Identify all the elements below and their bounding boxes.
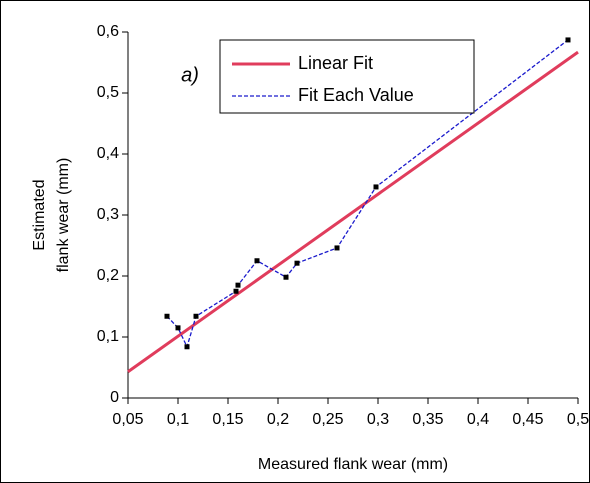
y-tick-label: 0,2 <box>97 267 119 284</box>
point <box>184 344 190 350</box>
point <box>235 282 241 288</box>
point <box>233 288 239 294</box>
point <box>334 245 340 251</box>
point <box>373 184 379 190</box>
y-tick-label: 0,5 <box>97 84 119 101</box>
series-line <box>166 39 569 349</box>
y-tick-label: 0,3 <box>97 206 119 223</box>
y-tick-label: 0,1 <box>97 328 119 345</box>
y-tick-label: 0 <box>110 389 119 406</box>
y-axis-label: Estimated <box>31 179 48 250</box>
y-tick-label: 0,4 <box>97 145 119 162</box>
x-axis-label: Measured flank wear (mm) <box>258 456 448 473</box>
legend-label: Fit Each Value <box>298 85 414 105</box>
x-tick-label: 0,05 <box>112 411 143 428</box>
legend-label: Linear Fit <box>298 53 373 73</box>
y-tick-label: 0,6 <box>97 23 119 40</box>
x-tick-label: 0,15 <box>212 411 243 428</box>
y-axis-label: flank wear (mm) <box>55 158 72 273</box>
point <box>193 313 199 319</box>
x-tick-label: 0,4 <box>467 411 489 428</box>
x-tick-label: 0,3 <box>367 411 389 428</box>
point <box>164 313 170 319</box>
point <box>283 274 289 280</box>
annotation: a) <box>181 64 199 86</box>
x-tick-label: 0,35 <box>412 411 443 428</box>
point <box>175 325 181 331</box>
x-tick-label: 0,45 <box>512 411 543 428</box>
x-tick-label: 0,25 <box>312 411 343 428</box>
x-tick-label: 0,2 <box>267 411 289 428</box>
legend-box <box>219 39 475 114</box>
point <box>565 37 571 43</box>
series-line <box>127 50 579 373</box>
point <box>294 260 300 266</box>
point <box>254 258 260 264</box>
x-tick-label: 0,5 <box>567 411 589 428</box>
x-tick-label: 0,1 <box>167 411 189 428</box>
